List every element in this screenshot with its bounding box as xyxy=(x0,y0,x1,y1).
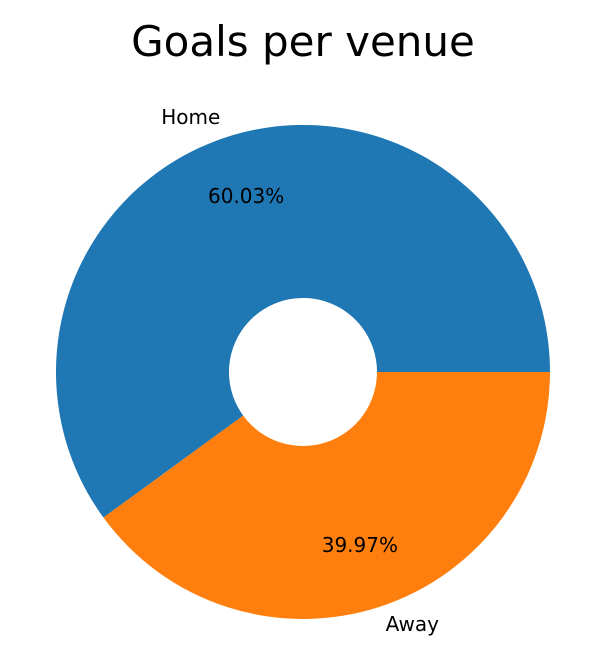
slice-away xyxy=(103,372,550,620)
category-label-home: Home xyxy=(161,105,220,129)
slice-home xyxy=(56,125,550,518)
slices-group xyxy=(56,125,550,620)
category-label-away: Away xyxy=(386,612,439,636)
percent-label-home: 60.03% xyxy=(208,184,284,208)
chart-title: Goals per venue xyxy=(131,17,475,66)
percent-label-away: 39.97% xyxy=(322,533,398,557)
labels-group: 60.03% Home 39.97% Away xyxy=(161,105,439,636)
